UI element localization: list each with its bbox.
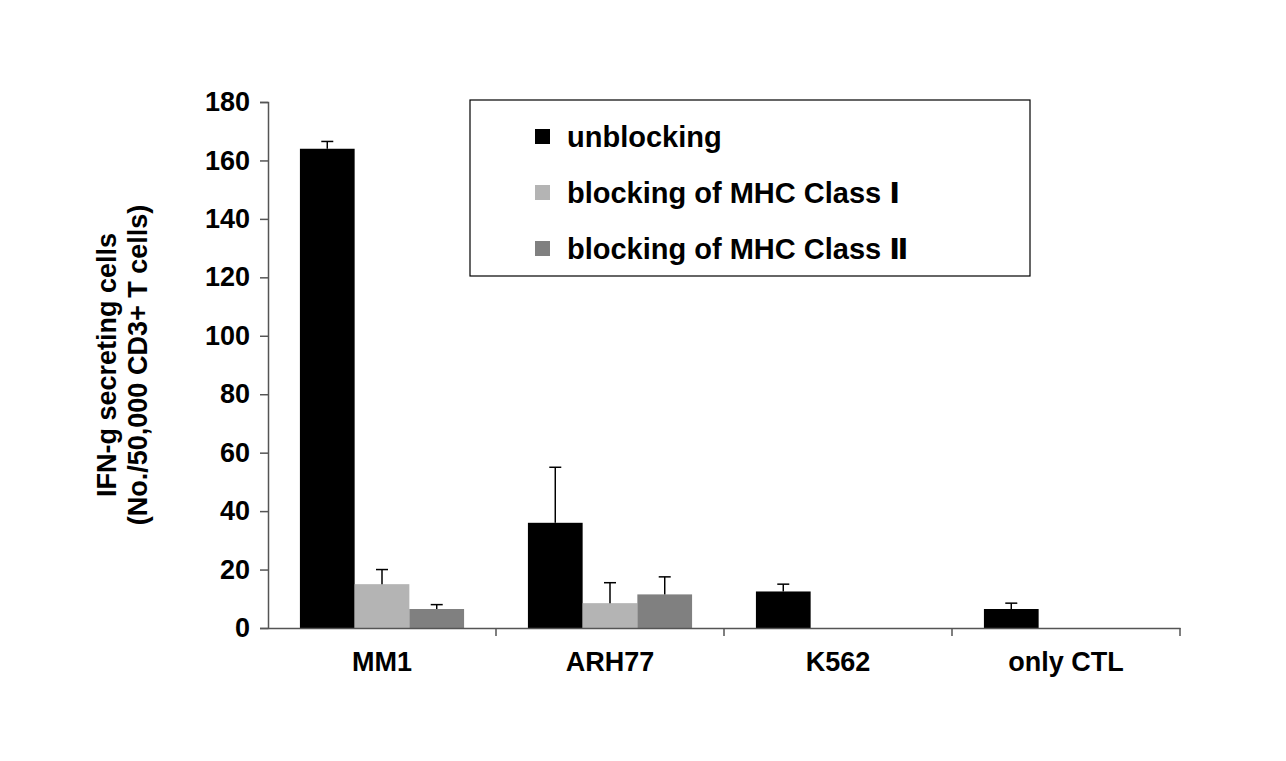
legend-box: [470, 100, 1030, 276]
y-tick-mark: [260, 102, 268, 104]
y-tick: 140: [205, 204, 268, 234]
error-bar: [1005, 603, 1017, 609]
y-tick-label: 80: [220, 379, 250, 409]
error-cap: [604, 582, 616, 584]
y-axis-title: IFN-g secreting cells(No./50,000 CD3+ T …: [92, 205, 153, 525]
y-tick-mark: [260, 160, 268, 162]
y-tick-mark: [260, 394, 268, 396]
error-line: [783, 584, 785, 591]
x-tick: ARH77: [566, 628, 655, 677]
y-tick-label: 40: [220, 496, 250, 526]
y-tick: 120: [205, 262, 268, 292]
category-separator: [1179, 628, 1181, 636]
x-tick-label: K562: [806, 647, 871, 677]
error-cap: [659, 576, 671, 578]
y-tick-mark: [260, 511, 268, 513]
bar: [355, 584, 410, 628]
error-cap: [431, 604, 443, 606]
legend-label: blocking of MHC Class Ⅰ: [567, 177, 900, 209]
y-tick-label: 140: [205, 204, 250, 234]
y-tick-mark: [260, 452, 268, 454]
error-bar: [549, 467, 561, 523]
bar: [583, 603, 638, 628]
legend: unblocking blocking of MHC Class Ⅰ blockin…: [470, 100, 1030, 276]
error-cap: [376, 569, 388, 571]
y-tick-label: 100: [205, 321, 250, 351]
error-cap: [1005, 602, 1017, 604]
bar: [300, 149, 355, 628]
category-separator: [951, 628, 953, 636]
y-tick: 60: [220, 438, 268, 468]
y-tick-label: 120: [205, 262, 250, 292]
x-tick-label: only CTL: [1008, 647, 1124, 677]
y-tick-label: 160: [205, 146, 250, 176]
error-line: [555, 467, 557, 523]
y-tick-label: 180: [205, 87, 250, 117]
error-bar: [321, 141, 333, 148]
y-tick-label: 20: [220, 555, 250, 585]
x-tick: K562: [806, 628, 871, 677]
error-bar: [376, 570, 388, 585]
y-tick: 180: [205, 87, 268, 117]
legend-label: unblocking: [567, 121, 722, 153]
error-cap: [321, 141, 333, 143]
y-tick-label: 0: [235, 613, 250, 643]
error-cap: [549, 467, 561, 469]
chart: 0 20 40 60 80 100 120 140 160 180 MM1 ARH77 K562 only…: [0, 0, 1286, 761]
y-axis-title-line: (No./50,000 CD3+ T cells): [123, 205, 153, 525]
bar: [528, 523, 583, 628]
y-axis-title-line: IFN-g secreting cells: [92, 233, 122, 497]
y-tick: 0: [235, 613, 268, 643]
y-tick-mark: [260, 336, 268, 338]
error-line: [381, 570, 383, 585]
error-line: [609, 583, 611, 603]
error-bar: [777, 584, 789, 591]
error-bar: [604, 583, 616, 603]
y-tick-label: 60: [220, 438, 250, 468]
y-tick-mark: [260, 219, 268, 221]
error-bar: [659, 577, 671, 595]
error-bar: [431, 605, 443, 609]
y-tick-mark: [260, 569, 268, 571]
y-tick: 160: [205, 146, 268, 176]
y-tick: 100: [205, 321, 268, 351]
legend-swatch: [535, 241, 550, 256]
y-axis: 0 20 40 60 80 100 120 140 160 180: [205, 87, 269, 643]
category-separator: [723, 628, 725, 636]
y-tick-mark: [260, 277, 268, 279]
error-line: [327, 141, 329, 148]
bar: [984, 609, 1039, 628]
error-line: [664, 577, 666, 595]
plot-area: 0 20 40 60 80 100 120 140 160 180 MM1 ARH77 K562 only…: [205, 87, 1181, 677]
x-tick-label: MM1: [352, 647, 412, 677]
bar: [409, 609, 464, 628]
error-cap: [777, 583, 789, 585]
x-tick: only CTL: [1008, 628, 1124, 677]
y-tick: 20: [220, 555, 268, 585]
y-tick: 80: [220, 379, 268, 409]
bar: [756, 591, 811, 628]
category-separator: [495, 628, 497, 636]
x-tick: MM1: [352, 628, 412, 677]
y-tick-mark: [260, 628, 268, 630]
y-tick: 40: [220, 496, 268, 526]
legend-swatch: [535, 129, 550, 144]
error-line: [1011, 603, 1013, 609]
legend-swatch: [535, 185, 550, 200]
x-tick-label: ARH77: [566, 647, 655, 677]
bar: [637, 594, 692, 628]
y-axis-line: [260, 103, 269, 629]
x-axis: MM1 ARH77 K562 only CTL: [269, 628, 1181, 677]
legend-label: blocking of MHC Class Ⅱ: [567, 233, 908, 265]
